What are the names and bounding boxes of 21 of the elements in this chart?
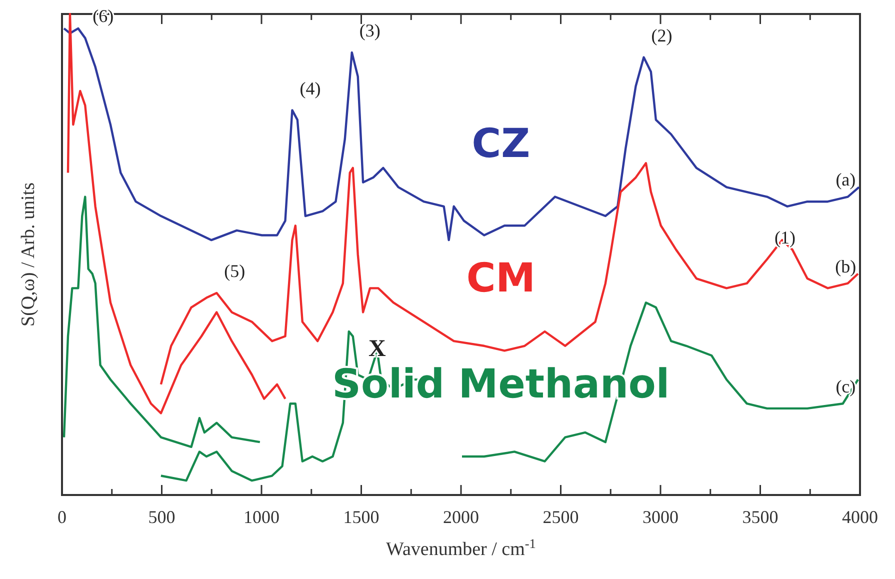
annotation: (3)	[359, 20, 380, 41]
x-tick-label: 0	[58, 507, 66, 527]
series-label: CM	[466, 255, 536, 302]
annotation: (a)	[836, 170, 856, 190]
x-tick-label: 1000	[244, 507, 280, 527]
annotation: (5)	[224, 261, 246, 282]
annotation: (1)	[774, 227, 796, 248]
x-tick-label: 500	[148, 507, 176, 527]
x-axis-title: Wavenumber / cm$^{-1}$	[386, 536, 536, 560]
x-tick-label: 2000	[443, 507, 479, 527]
series-label: CZ	[472, 120, 530, 167]
annotation: X	[368, 336, 387, 362]
x-tick-label: 2500	[542, 507, 579, 527]
annotation: (b)	[835, 256, 856, 276]
x-tick-label: 3500	[742, 507, 778, 527]
annotation: (2)	[651, 25, 672, 46]
y-axis-title: S(Q,ω) / Arb. units	[18, 182, 39, 326]
x-tick-label: 3000	[642, 507, 678, 527]
annotation: (4)	[300, 78, 321, 98]
x-tick-label: 4000	[842, 507, 878, 527]
x-tick-label: 1500	[343, 507, 380, 527]
